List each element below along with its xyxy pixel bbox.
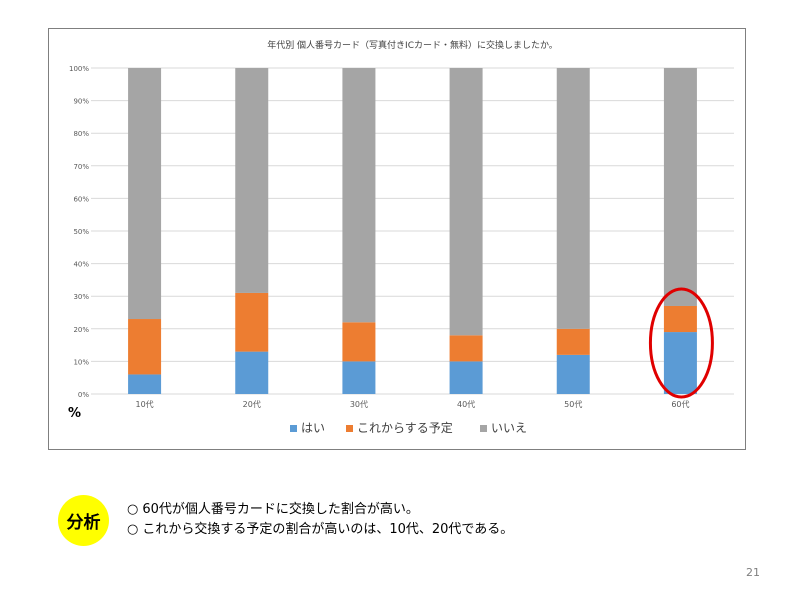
x-tick-label: 50代 [564,399,582,409]
bar-segment [342,322,376,362]
legend-swatch [290,425,297,432]
bar-segment [449,361,483,394]
y-tick-label: 100% [69,65,89,73]
bar-segment [235,351,269,394]
bar-segment [663,68,697,306]
bar-segment [663,305,697,333]
chart-frame: 年代別 個人番号カード（写真付きICカード・無料）に交換しましたか。 0% 10% 2… [48,28,746,450]
legend-swatch [480,425,487,432]
y-tick-label: 60% [73,195,89,203]
y-tick-label: 10% [73,358,89,366]
circle-bullet-icon: ○ [127,502,139,517]
x-tick-label: 40代 [457,399,475,409]
y-tick-label: 0% [78,391,89,399]
chart-title: 年代別 個人番号カード（写真付きICカード・無料）に交換しましたか。 [267,39,558,51]
bar-segment [342,361,376,394]
y-tick-label: 30% [73,293,89,301]
bar-segment [128,68,162,320]
y-tick-label: 50% [73,228,89,236]
legend-label: いいえ [491,421,527,435]
bar-segment [449,335,483,362]
y-tick-label: 90% [73,98,89,106]
bar-segment [556,354,590,394]
bar-segment [235,292,269,352]
analysis-badge: 分析 [58,495,109,546]
y-tick-label: 20% [73,326,89,334]
circle-bullet-icon: ○ [127,522,139,537]
x-tick-label: 10代 [135,399,153,409]
analysis-point-1: ○ 60代が個人番号カードに交換した割合が高い。 [127,502,419,517]
legend-label: はい [301,421,325,435]
bar-segment [556,328,590,355]
y-tick-label: 40% [73,261,89,269]
bar-segment [128,319,162,375]
page-number: 21 [746,566,760,579]
legend-label: これからする予定 [357,420,453,435]
x-tick-label: 60代 [671,399,689,409]
y-tick-label: 80% [73,130,89,138]
stacked-bar-chart: 年代別 個人番号カード（写真付きICカード・無料）に交換しましたか。 0% 10% 2… [69,39,734,435]
legend-swatch [346,425,353,432]
bar-segment [663,332,697,394]
bar-segment [449,68,483,336]
bar-segment [128,374,162,394]
bar-segment [342,68,376,323]
bar-segment [235,68,269,293]
analysis-list: ○ 60代が個人番号カードに交換した割合が高い。 ○ これから交換する予定の割合が高… [127,500,513,540]
highlight-ellipse [648,287,714,399]
x-tick-label: 20代 [243,399,261,409]
y-axis-unit: % [68,406,82,421]
bar-segment [556,68,590,329]
analysis-point-2: ○ これから交換する予定の割合が高いのは、10代、20代である。 [127,522,514,537]
x-tick-label: 30代 [350,399,368,409]
y-tick-label: 70% [73,163,89,171]
